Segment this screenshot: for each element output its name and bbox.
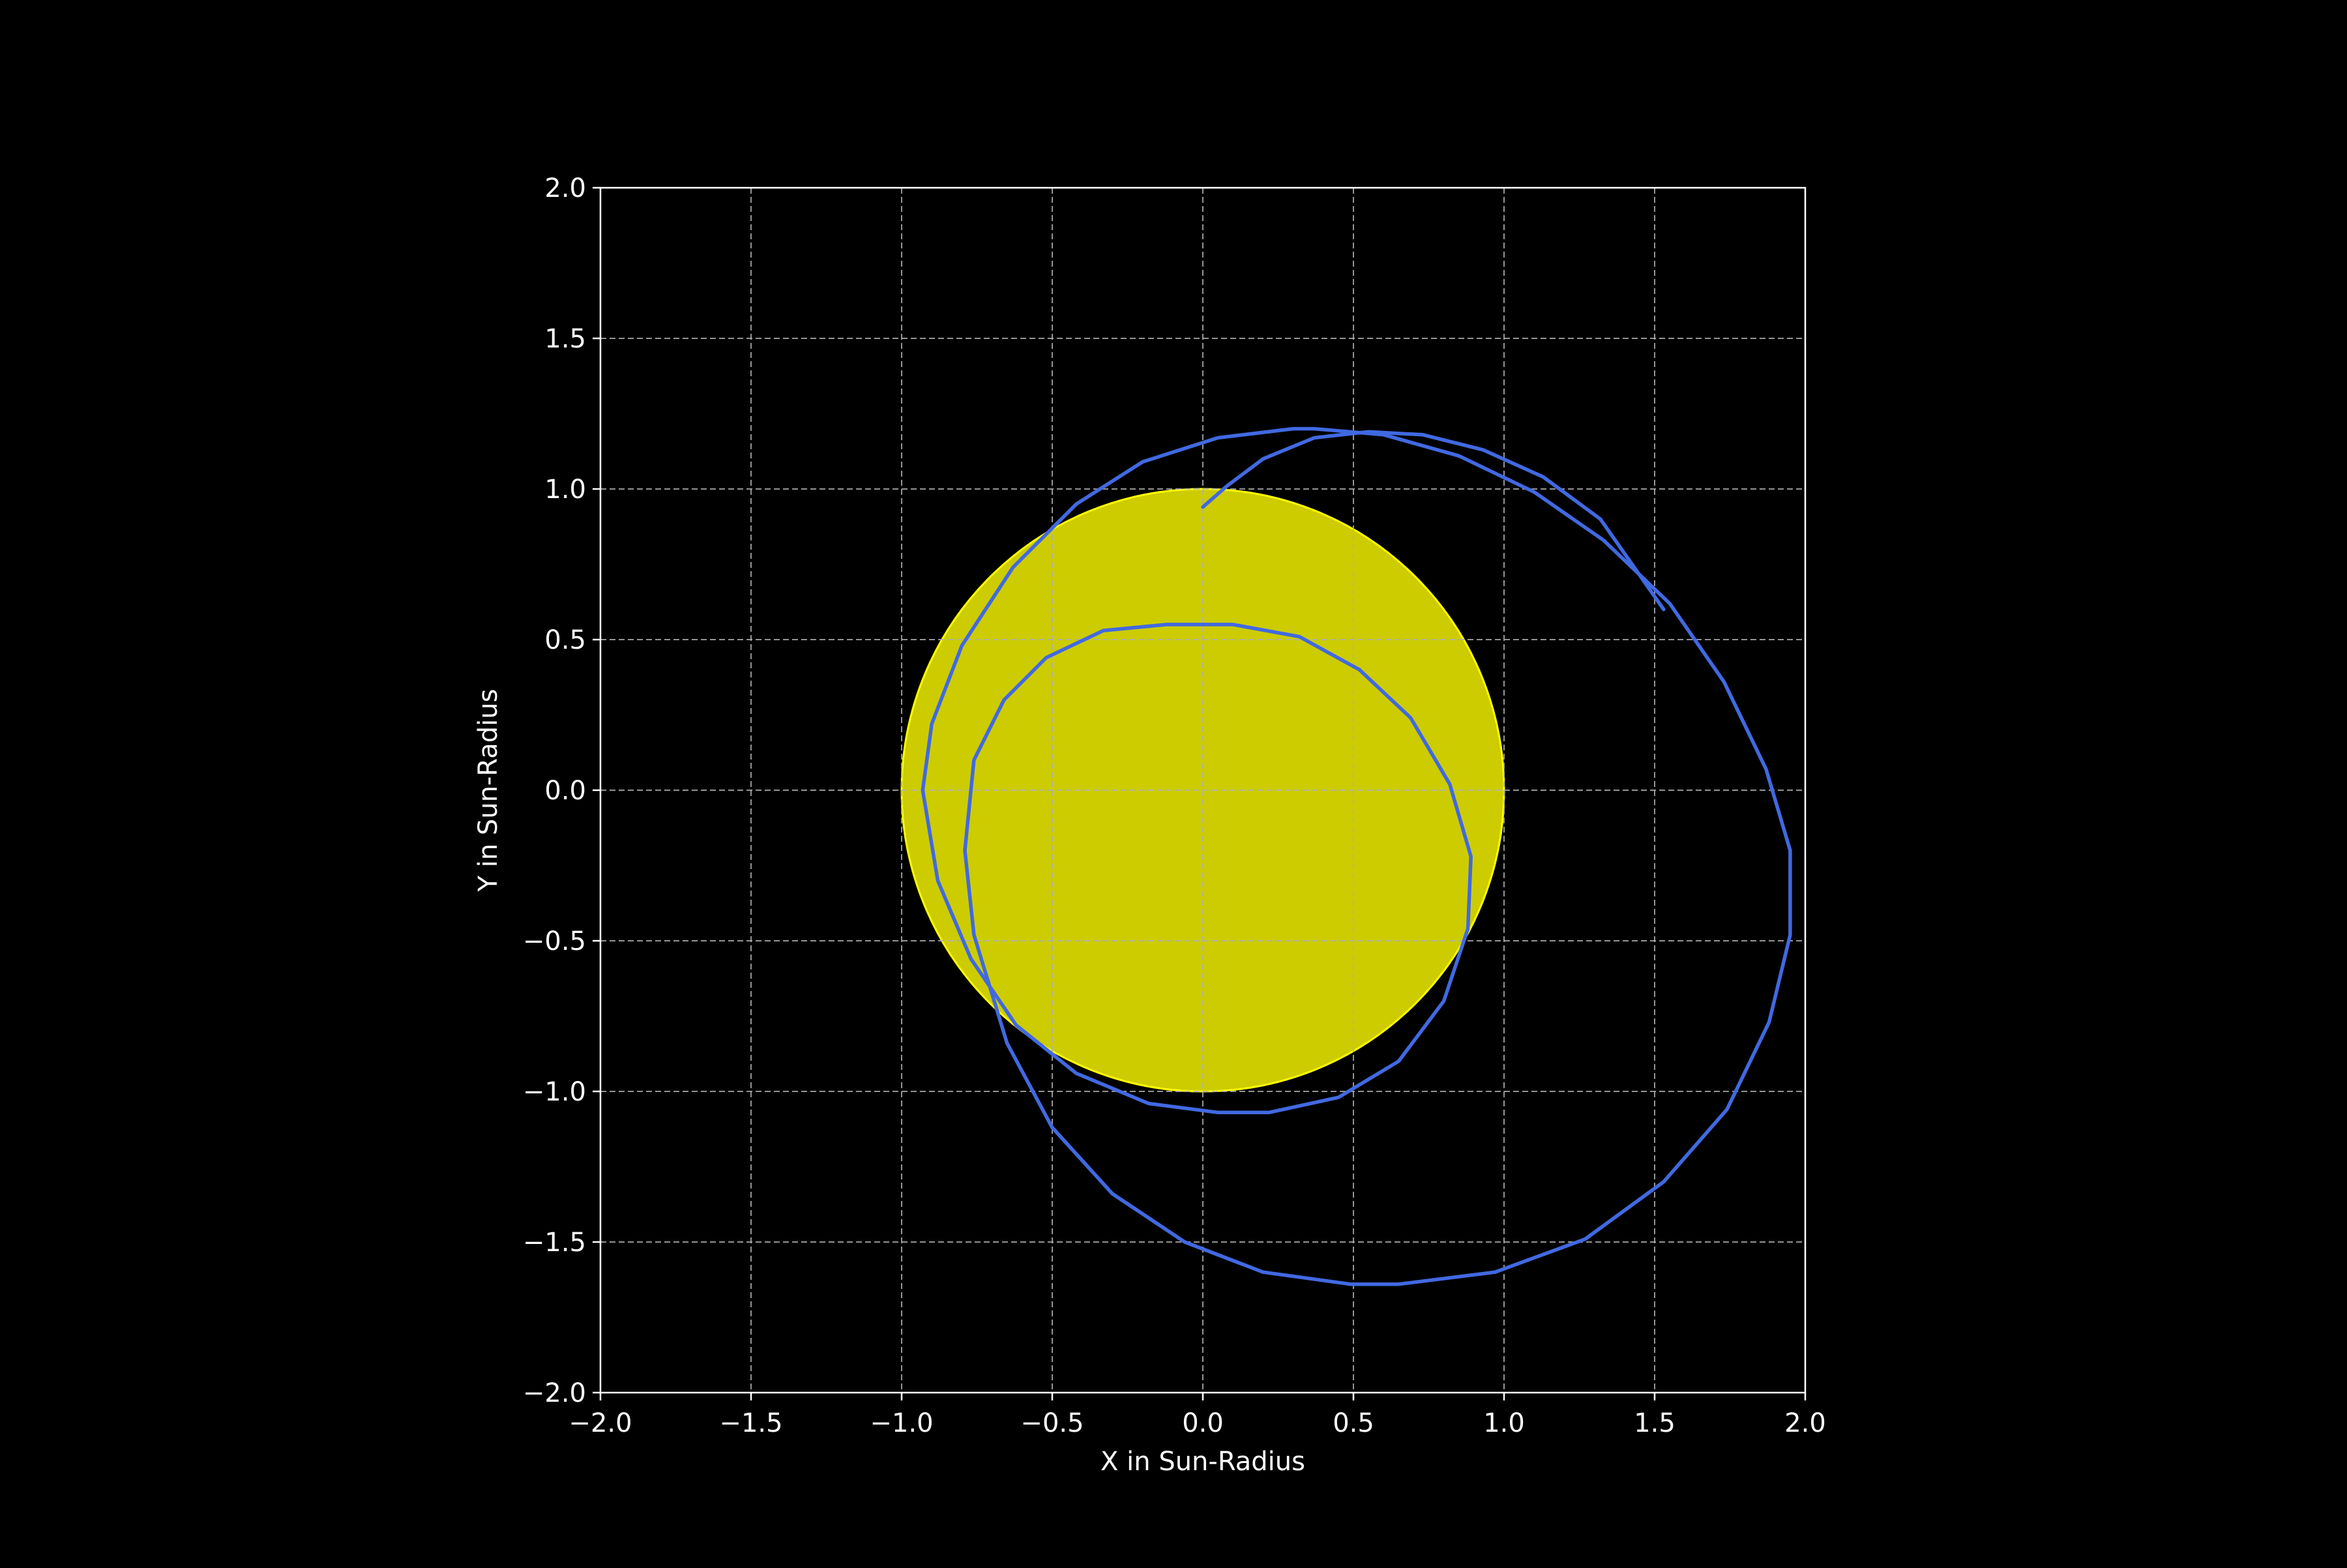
y-tick-label: 1.0	[544, 475, 586, 505]
x-tick-label: −2.0	[568, 1408, 632, 1438]
y-tick-label: −2.0	[523, 1378, 586, 1408]
y-tick-label: −1.5	[523, 1228, 586, 1258]
x-tick-label: 1.5	[1634, 1408, 1675, 1438]
x-tick-label: 2.0	[1784, 1408, 1826, 1438]
x-tick-label: 0.0	[1182, 1408, 1224, 1438]
trajectory-loop-line	[921, 426, 1792, 1286]
y-tick-label: 0.5	[544, 625, 586, 655]
y-axis-label: Y in Sun-Radius	[473, 689, 503, 893]
trajectory-line	[1201, 430, 1666, 612]
x-tick-label: 0.5	[1333, 1408, 1374, 1438]
y-tick-label: 1.5	[544, 324, 586, 354]
y-tick-label: 2.0	[544, 173, 586, 203]
y-tick-label: 0.0	[544, 776, 586, 806]
x-tick-label: −1.5	[719, 1408, 782, 1438]
x-tick-label: −0.5	[1020, 1408, 1084, 1438]
x-tick-label: 1.0	[1483, 1408, 1525, 1438]
y-tick-label: −1.0	[523, 1077, 586, 1107]
x-axis-label: X in Sun-Radius	[1100, 1447, 1305, 1477]
y-tick-label: −0.5	[523, 926, 586, 956]
x-tick-label: −1.0	[870, 1408, 933, 1438]
